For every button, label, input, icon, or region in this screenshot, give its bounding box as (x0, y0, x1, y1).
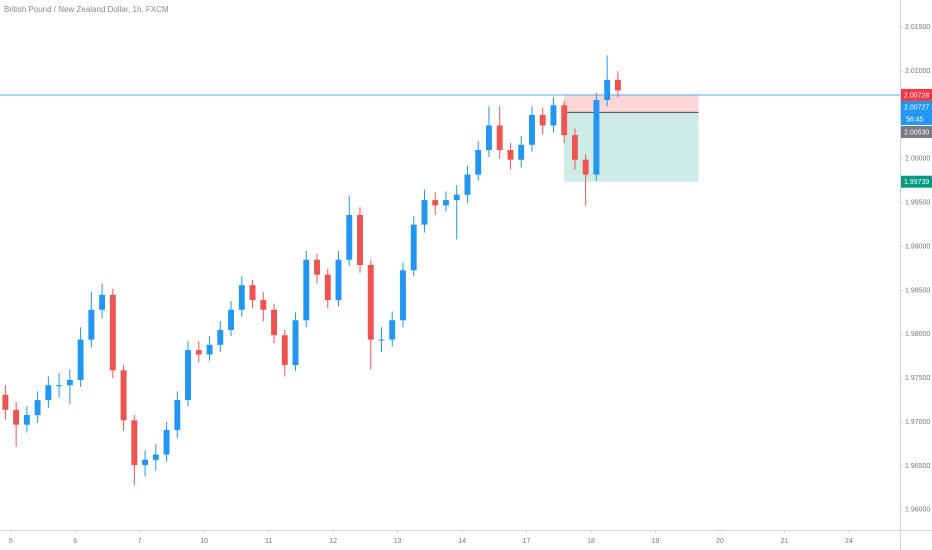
x-tick-label: 24 (845, 538, 853, 545)
candle-body (142, 459, 149, 466)
y-tick-label: 1.96000 (905, 507, 930, 514)
candle-body (464, 174, 471, 195)
candle-body (260, 300, 267, 310)
entry-label: 2.00530 (904, 129, 929, 136)
candle-body (400, 270, 406, 321)
price-line-label: 2.00727 (904, 104, 929, 111)
y-tick-label: 1.97500 (905, 375, 930, 382)
x-tick-label: 14 (458, 538, 466, 545)
y-tick-label: 1.98000 (905, 331, 930, 338)
candle-body (281, 335, 288, 366)
candle-body (561, 105, 568, 136)
x-tick-label: 21 (781, 538, 789, 545)
candle-body (23, 415, 30, 425)
candle-body (109, 294, 116, 371)
candle-body (443, 200, 449, 206)
x-tick-label: 17 (523, 538, 531, 545)
candle-body (249, 285, 256, 301)
candle-body (528, 114, 535, 145)
candle-body (34, 400, 41, 416)
y-tick-label: 2.01500 (905, 24, 930, 31)
x-tick-label: 10 (200, 538, 208, 545)
candle-body (496, 125, 503, 151)
candle-body (2, 394, 9, 410)
candle-body (120, 370, 127, 421)
candle-body (432, 200, 439, 206)
y-tick-label: 1.99500 (905, 200, 930, 207)
risk-zone (564, 94, 699, 113)
candle-body (88, 309, 95, 340)
candle-body (314, 259, 320, 275)
candle-body (486, 125, 492, 151)
y-tick-label: 1.96500 (905, 463, 930, 470)
y-tick-label: 1.97000 (905, 419, 930, 426)
candle-body (45, 385, 52, 401)
candle-body (593, 100, 600, 175)
x-tick-label: 19 (652, 538, 660, 545)
x-tick-label: 13 (394, 538, 402, 545)
countdown-box (901, 112, 932, 125)
candle-body (131, 420, 138, 466)
candle-body (614, 79, 621, 91)
candle-body (99, 294, 106, 310)
candle-body (238, 285, 245, 310)
x-tick-label: 7 (138, 538, 142, 545)
candle-body (56, 385, 63, 387)
x-tick-label: 6 (73, 538, 77, 545)
entry-label-box (901, 125, 932, 138)
candle-body (174, 400, 181, 430)
target-label: 1.99739 (904, 179, 929, 186)
candle-body (163, 429, 170, 455)
x-tick-label: 11 (265, 538, 272, 545)
stop-label-box (901, 88, 932, 101)
candle-body (367, 265, 374, 340)
candle-body (303, 259, 310, 321)
candle-body (550, 105, 557, 126)
candle-body (357, 214, 363, 265)
target-label-box (901, 175, 932, 188)
candle-body (507, 150, 514, 160)
candle-body (539, 114, 546, 126)
candle-body (475, 150, 482, 175)
x-tick-label: 18 (587, 538, 595, 545)
candle-body (378, 339, 385, 341)
candle-body (66, 379, 73, 386)
candle-body (206, 344, 213, 355)
candle-body (271, 309, 277, 336)
stop-label: 2.00728 (904, 92, 929, 99)
candle-body (324, 274, 331, 301)
candle-body (410, 224, 417, 271)
candle-body (335, 259, 342, 301)
x-tick-label: 20 (716, 538, 724, 545)
candle-body (604, 79, 611, 101)
candle-body (453, 194, 460, 201)
y-tick-label: 2.00000 (905, 156, 930, 163)
countdown: 56:45 (906, 116, 924, 123)
y-tick-label: 2.01000 (905, 68, 930, 75)
candle-body (582, 159, 589, 175)
candle-body (421, 200, 428, 225)
candle-body (292, 320, 299, 366)
candle-body (77, 339, 84, 380)
candle-body (518, 144, 525, 160)
y-tick-label: 1.99000 (905, 243, 930, 250)
chart-title: British Pound / New Zealand Dollar, 1h, … (4, 5, 169, 14)
candle-body (228, 309, 234, 330)
candle-body (389, 320, 396, 340)
candle-body (217, 329, 224, 345)
candle-body (185, 350, 192, 401)
candle-body (195, 350, 202, 355)
candle-body (152, 454, 159, 460)
candle-body (571, 135, 578, 160)
candle-body (346, 214, 353, 260)
price-line-label-box (901, 100, 932, 113)
candle-body (13, 409, 20, 425)
y-tick-label: 1.98500 (905, 287, 930, 294)
x-tick-label: 12 (329, 538, 337, 545)
x-tick-label: 5 (9, 538, 13, 545)
